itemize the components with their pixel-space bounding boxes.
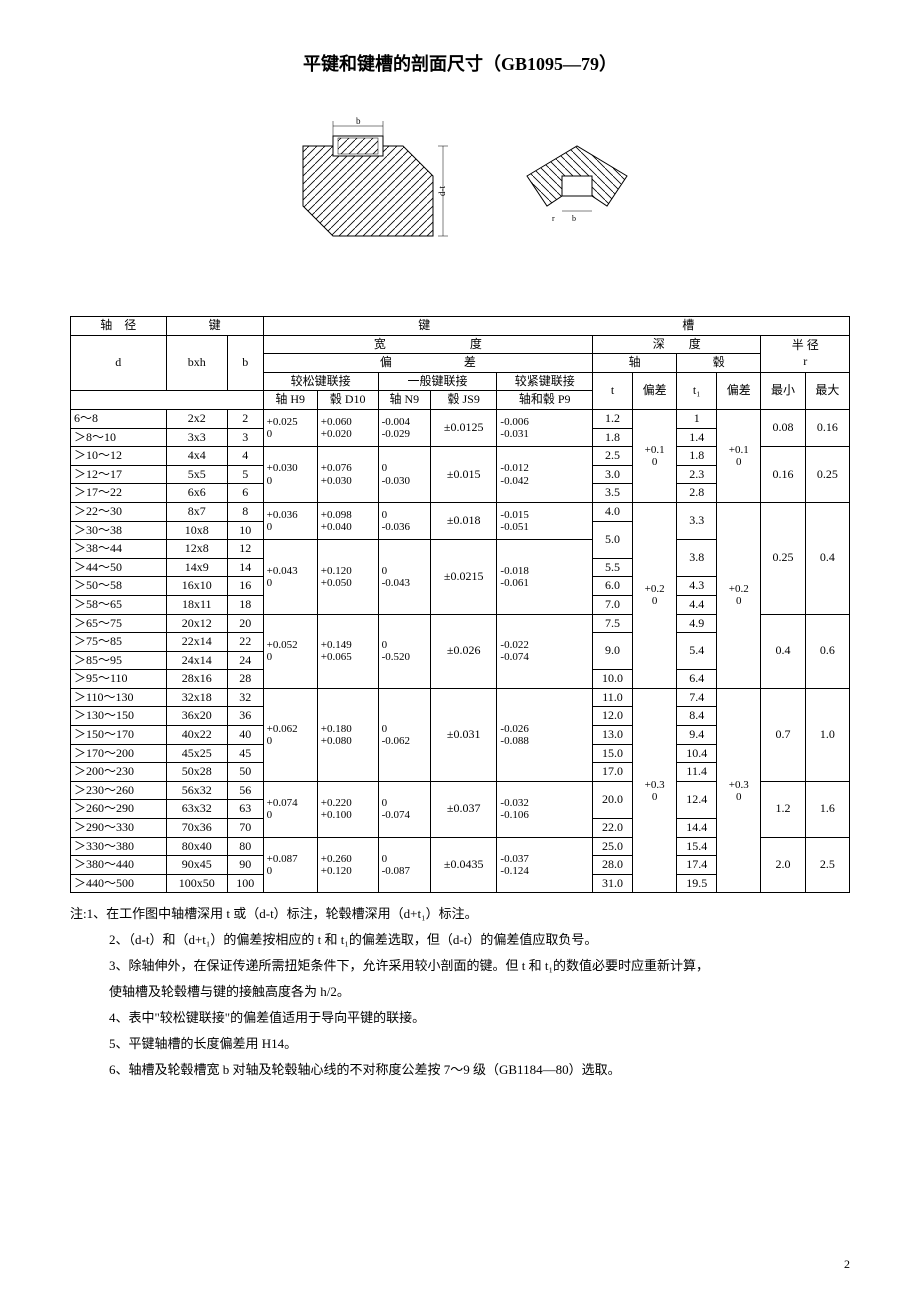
th-d10: 毂 D10	[317, 391, 378, 410]
th-dev: 偏 差	[263, 354, 592, 373]
th-loose: 较松键联接	[263, 372, 378, 391]
page-number: 2	[844, 1257, 850, 1272]
page-title: 平键和键槽的剖面尺寸（GB1095—79）	[70, 50, 850, 76]
th-bxh: bxh	[166, 335, 227, 391]
notes: 注:1、在工作图中轴槽深用 t 或（d-t）标注，轮毂槽深用（d+t₁）标注。 …	[70, 901, 850, 1083]
svg-text:r: r	[552, 214, 555, 223]
diagram-area: b d-t r b	[70, 116, 850, 256]
svg-text:b: b	[356, 116, 361, 126]
th-normal: 一般键联接	[378, 372, 497, 391]
th-h9: 轴 H9	[263, 391, 317, 410]
th-js9: 毂 JS9	[430, 391, 496, 410]
th-hub: 毂	[677, 354, 761, 373]
th-t1dev: 偏差	[717, 372, 761, 409]
th-b: b	[227, 335, 263, 391]
th-shaft: 轴	[593, 354, 677, 373]
th-key: 键	[166, 317, 263, 336]
th-radius: 半 径r	[761, 335, 850, 372]
table-row: 6～82x22 +0.025 0+0.060 +0.020-0.004 -0.0…	[71, 409, 850, 428]
th-tight: 较紧键联接	[497, 372, 593, 391]
th-keyway: 键 槽	[263, 317, 849, 336]
th-d2: d	[71, 335, 167, 391]
th-d: 轴 径	[71, 317, 167, 336]
th-n9: 轴 N9	[378, 391, 430, 410]
svg-text:d-t: d-t	[437, 186, 447, 196]
table-row: ＞22～308x78 +0.036 0+0.098 +0.0400 -0.036…	[71, 502, 850, 521]
th-p9: 轴和毂 P9	[497, 391, 593, 410]
th-tdev: 偏差	[632, 372, 676, 409]
svg-text:b: b	[572, 214, 576, 223]
th-t: t	[593, 372, 633, 409]
th-width: 宽 度	[263, 335, 592, 354]
th-depth: 深 度	[593, 335, 761, 354]
th-min: 最小	[761, 372, 805, 409]
hub-diagram: r b	[517, 136, 637, 236]
shaft-diagram: b d-t	[283, 116, 453, 256]
th-t1: t₁	[677, 372, 717, 409]
table-row: ＞110～13032x1832 +0.062 0+0.180 +0.0800 -…	[71, 688, 850, 707]
data-table: 轴 径 键 键 槽 d bxh b 宽 度 深 度 半 径r 偏 差 轴 毂 较…	[70, 316, 850, 893]
th-max: 最大	[805, 372, 849, 409]
